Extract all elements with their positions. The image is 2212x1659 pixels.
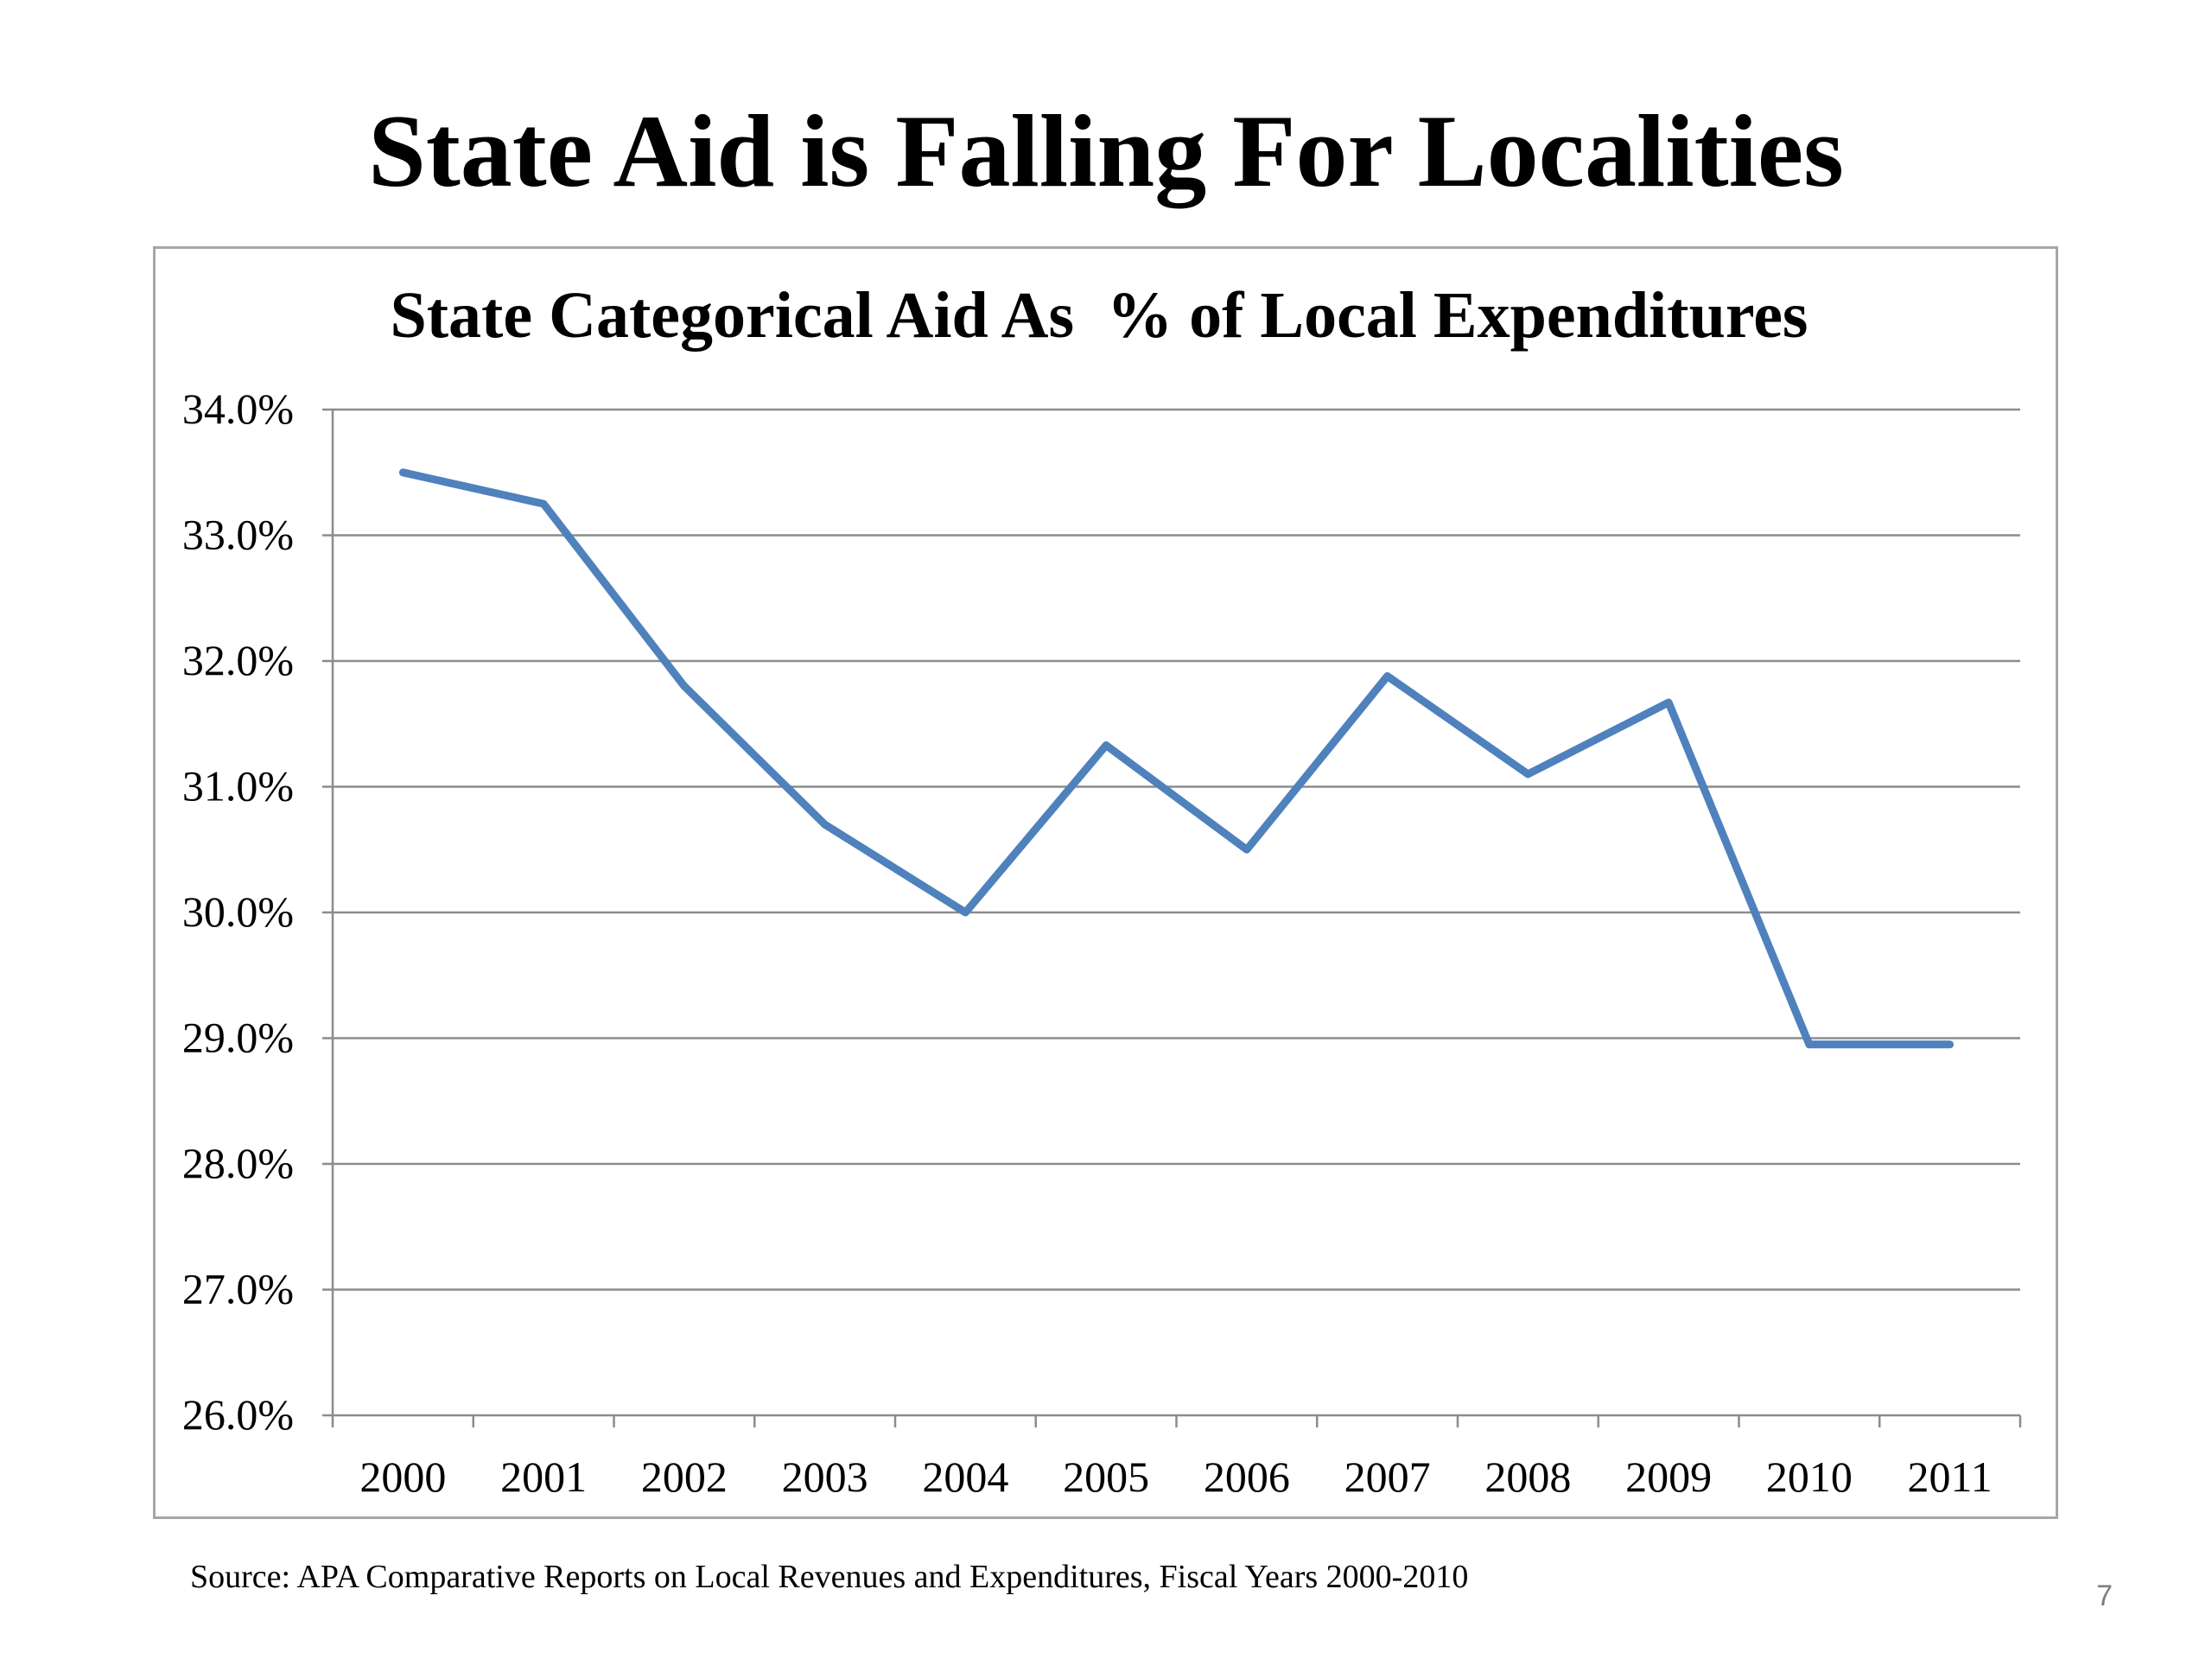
slide-title: State Aid is Falling For Localities bbox=[368, 93, 1844, 208]
x-tick-label: 2001 bbox=[500, 1452, 587, 1501]
x-tick-label: 2008 bbox=[1484, 1452, 1571, 1501]
x-tick-labels: 2000 2001 2002 2003 2004 2005 2006 2007 2008 2009… bbox=[359, 1452, 1992, 1501]
x-tick-label: 2006 bbox=[1204, 1452, 1290, 1501]
y-tick-label: 31.0% bbox=[182, 762, 294, 810]
x-tick-label: 2005 bbox=[1063, 1452, 1149, 1501]
y-tick-label: 26.0% bbox=[182, 1390, 294, 1439]
y-tick-label: 34.0% bbox=[182, 385, 294, 433]
y-tick-label: 32.0% bbox=[182, 636, 294, 684]
series-layer bbox=[398, 468, 1955, 1049]
x-tick-label: 2010 bbox=[1766, 1452, 1853, 1501]
gridlines bbox=[333, 408, 2020, 1291]
series-line bbox=[398, 468, 1955, 1049]
x-tick-label: 2011 bbox=[1908, 1452, 1993, 1501]
y-tick-labels: 26.0% 27.0% 28.0% 29.0% 30.0% 31.0% 32.0% 33.0%… bbox=[182, 385, 294, 1439]
y-tick-label: 30.0% bbox=[182, 887, 294, 936]
x-tick-label: 2000 bbox=[359, 1452, 446, 1501]
chart-title: State Categorical Aid As % of Local Expe… bbox=[390, 279, 1808, 352]
x-tick-label: 2002 bbox=[641, 1452, 728, 1501]
x-tick-label: 2009 bbox=[1625, 1452, 1712, 1501]
y-tick-label: 33.0% bbox=[182, 511, 294, 559]
page-number: 7 bbox=[2096, 1580, 2113, 1612]
axes bbox=[322, 408, 2022, 1427]
y-tick-label: 27.0% bbox=[182, 1265, 294, 1313]
y-tick-label: 28.0% bbox=[182, 1139, 294, 1187]
x-tick-label: 2007 bbox=[1344, 1452, 1431, 1501]
source-note: Source: APA Comparative Reports on Local… bbox=[190, 1559, 1469, 1595]
x-tick-label: 2003 bbox=[782, 1452, 868, 1501]
x-tick-label: 2004 bbox=[922, 1452, 1008, 1501]
y-tick-label: 29.0% bbox=[182, 1014, 294, 1062]
